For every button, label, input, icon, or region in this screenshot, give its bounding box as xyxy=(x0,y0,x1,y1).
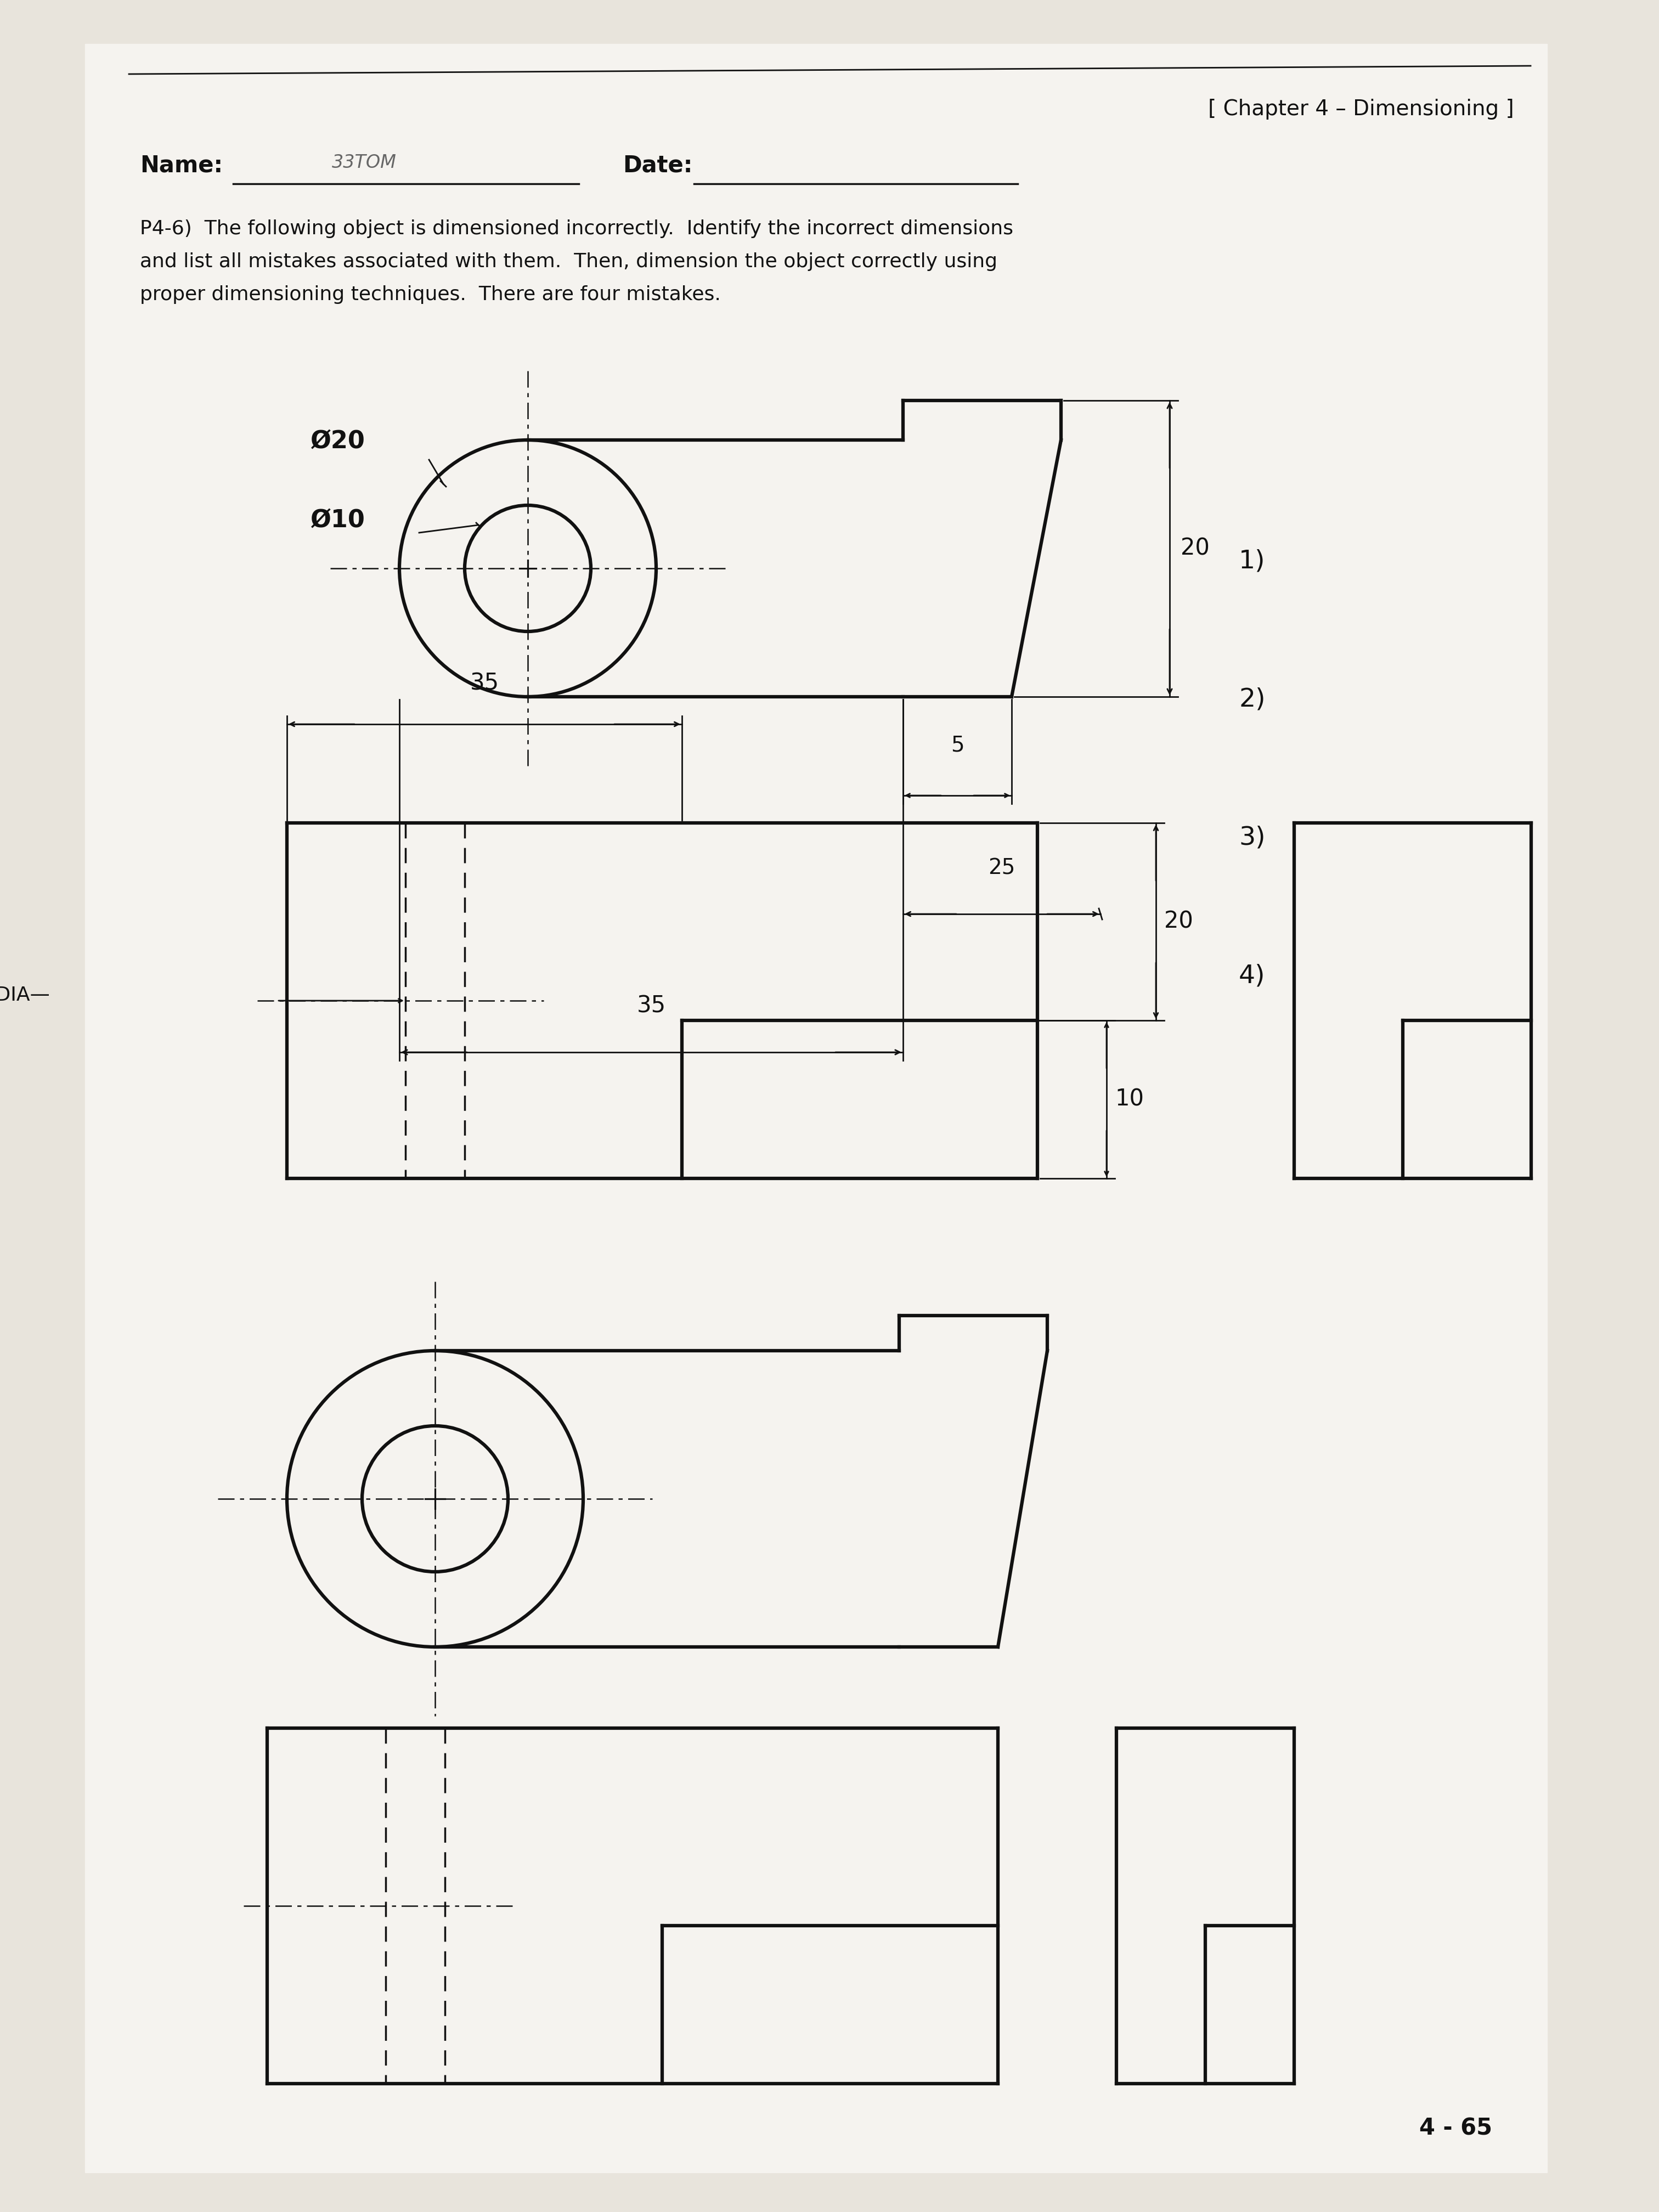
Text: 2): 2) xyxy=(1239,688,1266,712)
Text: 4): 4) xyxy=(1239,964,1266,989)
Text: [ Chapter 4 – Dimensioning ]: [ Chapter 4 – Dimensioning ] xyxy=(1208,100,1515,119)
Bar xyxy=(85,44,1548,2172)
Text: Date:: Date: xyxy=(622,153,692,177)
Text: 10: 10 xyxy=(1115,1088,1143,1110)
Text: Name:: Name: xyxy=(139,153,222,177)
Text: Ø20: Ø20 xyxy=(310,429,365,453)
Text: 20: 20 xyxy=(1181,538,1209,560)
Text: and list all mistakes associated with them.  Then, dimension the object correctl: and list all mistakes associated with th… xyxy=(139,252,997,272)
Text: 25: 25 xyxy=(989,858,1015,878)
Text: P4-6)  The following object is dimensioned incorrectly.  Identify the incorrect : P4-6) The following object is dimensione… xyxy=(139,219,1014,239)
Text: 3): 3) xyxy=(1239,825,1266,849)
Text: 4 - 65: 4 - 65 xyxy=(1418,2117,1491,2139)
Text: 33TOM: 33TOM xyxy=(332,153,397,173)
Text: 35: 35 xyxy=(469,672,499,695)
Text: 1): 1) xyxy=(1239,549,1266,573)
Text: 50 DIA—: 50 DIA— xyxy=(0,987,50,1004)
Text: 5: 5 xyxy=(951,734,964,757)
Text: Ø10: Ø10 xyxy=(310,509,365,533)
Text: 35: 35 xyxy=(637,993,665,1018)
Text: proper dimensioning techniques.  There are four mistakes.: proper dimensioning techniques. There ar… xyxy=(139,285,720,303)
Text: 20: 20 xyxy=(1165,909,1193,933)
